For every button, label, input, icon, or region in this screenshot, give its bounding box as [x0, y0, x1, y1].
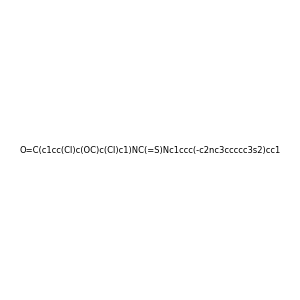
Text: O=C(c1cc(Cl)c(OC)c(Cl)c1)NC(=S)Nc1ccc(-c2nc3ccccc3s2)cc1: O=C(c1cc(Cl)c(OC)c(Cl)c1)NC(=S)Nc1ccc(-c…: [20, 146, 281, 154]
